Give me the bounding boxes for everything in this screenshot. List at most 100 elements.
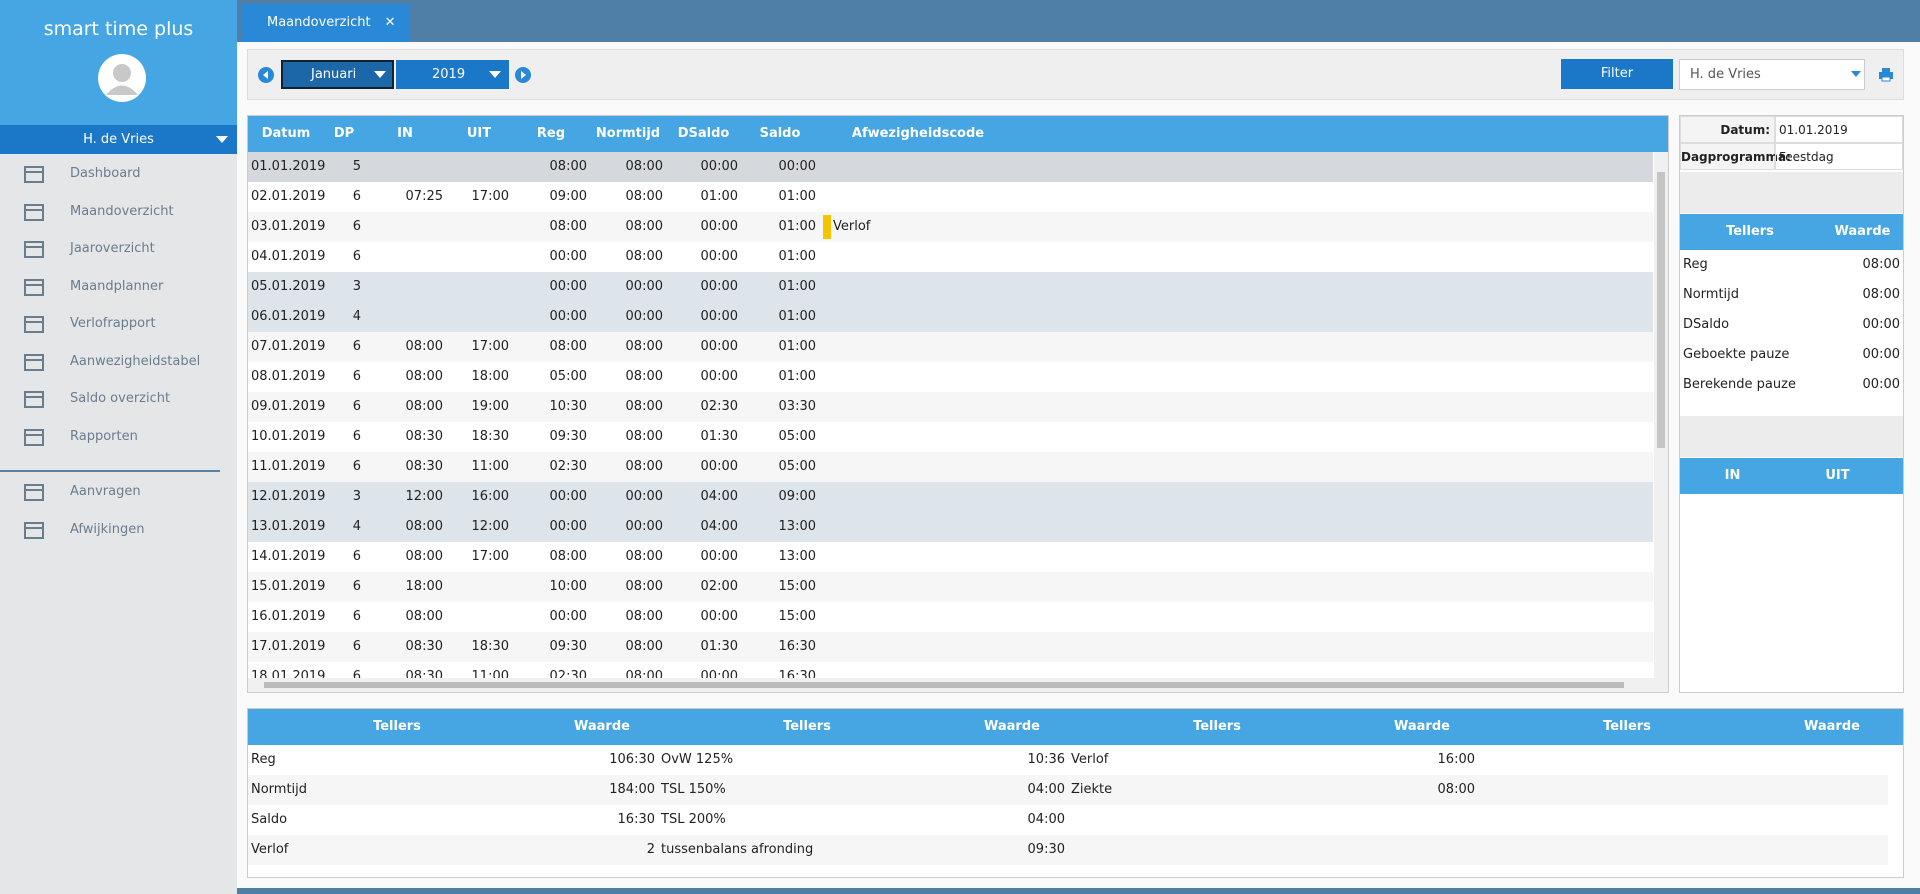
column-header: UIT xyxy=(1825,468,1850,483)
next-button[interactable] xyxy=(515,67,531,83)
column-header: DP xyxy=(333,126,355,141)
table-row[interactable] xyxy=(248,302,1653,332)
table-cell: 07.01.2019 xyxy=(251,339,326,354)
table-cell: 3 xyxy=(352,279,361,294)
table-header xyxy=(248,116,1668,152)
dropdown-arrow xyxy=(374,71,386,78)
summary-cell: Normtijd xyxy=(251,782,308,797)
table-row[interactable] xyxy=(248,242,1653,272)
table-row[interactable] xyxy=(248,212,1653,242)
table-row[interactable] xyxy=(248,182,1653,212)
table-cell: 08:00 xyxy=(625,459,663,474)
dropdown-arrow xyxy=(489,71,501,78)
nav-icon xyxy=(24,166,44,183)
dropdown-arrow xyxy=(1851,71,1861,77)
counter-value: 08:00 xyxy=(1862,287,1900,302)
prev-button[interactable] xyxy=(258,67,274,83)
table-cell: 03.01.2019 xyxy=(251,219,326,234)
filter-button[interactable]: Filter xyxy=(1561,59,1673,89)
summary-cell: tussenbalans afronding xyxy=(661,842,814,857)
table-row[interactable] xyxy=(248,392,1653,422)
nav-item[interactable]: Saldo overzicht xyxy=(70,391,171,406)
table-cell: 00:00 xyxy=(700,219,738,234)
counter-value: 00:00 xyxy=(1862,377,1900,392)
summary-cell: OvW 125% xyxy=(661,752,734,767)
table-row[interactable] xyxy=(248,602,1653,632)
table-row[interactable] xyxy=(248,272,1653,302)
info-value: 01.01.2019 xyxy=(1775,116,1903,143)
table-cell: 08:30 xyxy=(405,429,443,444)
table-cell: 00:00 xyxy=(625,489,663,504)
nav-item[interactable]: Aanwezigheidstabel xyxy=(70,353,201,369)
table-cell: 13:00 xyxy=(778,519,816,534)
table-cell: 08:00 xyxy=(405,609,443,624)
nav-item[interactable]: Rapporten xyxy=(70,428,138,444)
table-cell: 12:00 xyxy=(405,489,443,504)
column-header: Datum xyxy=(261,126,311,141)
table-cell: 11.01.2019 xyxy=(251,459,326,474)
summary-table: Tellers Waarde Tellers Waarde Tellers Waarde T… xyxy=(247,708,1904,878)
table-cell: 00:00 xyxy=(549,309,587,324)
print-button[interactable] xyxy=(1878,67,1894,82)
table-row[interactable] xyxy=(248,332,1653,362)
nav-item[interactable]: Afwijkingen xyxy=(70,521,145,537)
table-row[interactable] xyxy=(248,152,1653,182)
table-cell: 01:00 xyxy=(778,189,816,204)
summary-row xyxy=(248,775,1888,805)
nav-item[interactable]: Maandplanner xyxy=(70,278,164,294)
table-row[interactable] xyxy=(248,512,1653,542)
nav-item[interactable]: Aanvragen xyxy=(70,484,141,499)
tab-close[interactable]: ✕ xyxy=(384,15,396,30)
table-cell: 04:00 xyxy=(700,489,738,504)
summary-cell: 184:00 xyxy=(609,782,655,797)
tab[interactable]: Maandoverzicht ✕ xyxy=(241,4,409,42)
table-cell: 16.01.2019 xyxy=(251,609,326,624)
table-cell: 08:00 xyxy=(625,579,663,594)
table-cell: 00:00 xyxy=(625,519,663,534)
nav-item[interactable]: Verlofrapport xyxy=(70,316,156,331)
summary-cell: Saldo xyxy=(251,812,288,827)
month-select[interactable]: Januari xyxy=(281,60,394,89)
nav-item[interactable]: Maandoverzicht xyxy=(70,203,174,219)
column-header: Waarde xyxy=(574,719,630,734)
table-cell: 03:30 xyxy=(778,399,816,414)
table-cell: 01:30 xyxy=(700,639,738,654)
table-row[interactable] xyxy=(248,542,1653,572)
column-header: Tellers xyxy=(1193,719,1241,734)
table-cell: 01.01.2019 xyxy=(251,159,326,174)
table-cell: 08:30 xyxy=(405,639,443,654)
table-cell: 08:00 xyxy=(625,549,663,564)
table-cell: 00:00 xyxy=(549,249,587,264)
table-cell: 01:30 xyxy=(700,429,738,444)
summary-cell: Ziekte xyxy=(1071,782,1113,797)
table-cell: 00:00 xyxy=(625,309,663,324)
summary-cell: 09:30 xyxy=(1027,842,1065,857)
column-header: IN xyxy=(397,126,413,141)
user-select[interactable]: H. de Vries xyxy=(0,125,237,154)
summary-cell: Verlof xyxy=(251,842,289,857)
table-cell: 4 xyxy=(352,309,361,324)
table-cell: 08:00 xyxy=(405,339,443,354)
employee-select[interactable]: H. de Vries xyxy=(1679,59,1865,90)
table-cell: 16:30 xyxy=(778,639,816,654)
table-cell: 6 xyxy=(352,609,361,624)
nav-item[interactable]: Jaaroverzicht xyxy=(70,241,155,256)
table-row[interactable] xyxy=(248,452,1653,482)
table-cell: 18:00 xyxy=(405,579,443,594)
filter-label: Filter xyxy=(1600,66,1634,81)
table-row[interactable] xyxy=(248,482,1653,512)
nav-item[interactable]: Dashboard xyxy=(70,166,141,181)
column-header: Normtijd xyxy=(595,126,661,141)
table-cell: 00:00 xyxy=(778,159,816,174)
separator xyxy=(0,470,220,472)
table-cell: 6 xyxy=(352,549,361,564)
table-row[interactable] xyxy=(248,632,1653,662)
table-cell: 17:00 xyxy=(471,549,509,564)
table-cell: 08:00 xyxy=(625,189,663,204)
table-cell: 13:00 xyxy=(778,549,816,564)
year-select[interactable]: 2019 xyxy=(396,60,509,89)
table-row[interactable] xyxy=(248,422,1653,452)
table-row[interactable] xyxy=(248,362,1653,392)
table-row[interactable] xyxy=(248,572,1653,602)
table-cell: 6 xyxy=(352,249,361,264)
